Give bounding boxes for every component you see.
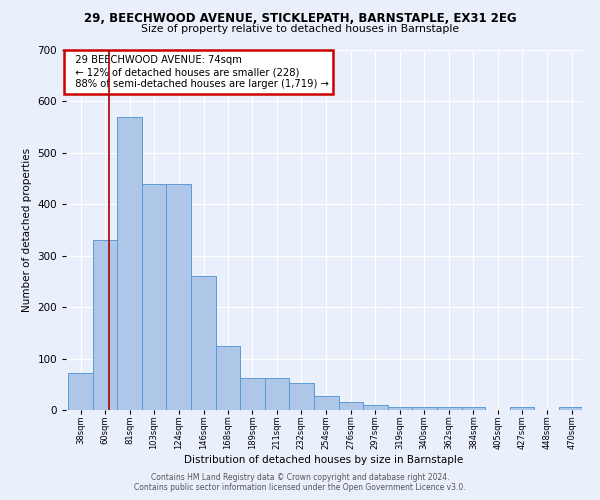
Bar xyxy=(461,407,485,410)
Text: 29, BEECHWOOD AVENUE, STICKLEPATH, BARNSTAPLE, EX31 2EG: 29, BEECHWOOD AVENUE, STICKLEPATH, BARNS… xyxy=(83,12,517,26)
Bar xyxy=(289,384,314,410)
Bar xyxy=(412,407,437,410)
Bar xyxy=(191,276,216,410)
Bar xyxy=(559,407,584,410)
Bar xyxy=(437,407,461,410)
X-axis label: Distribution of detached houses by size in Barnstaple: Distribution of detached houses by size … xyxy=(184,455,464,465)
Bar xyxy=(68,373,93,410)
Bar xyxy=(240,378,265,410)
Y-axis label: Number of detached properties: Number of detached properties xyxy=(22,148,32,312)
Bar xyxy=(216,346,240,410)
Bar xyxy=(362,405,388,410)
Bar xyxy=(265,378,289,410)
Text: Contains HM Land Registry data © Crown copyright and database right 2024.
Contai: Contains HM Land Registry data © Crown c… xyxy=(134,473,466,492)
Bar xyxy=(142,184,166,410)
Bar xyxy=(339,402,362,410)
Bar xyxy=(93,240,117,410)
Text: 29 BEECHWOOD AVENUE: 74sqm
  ← 12% of detached houses are smaller (228)
  88% of: 29 BEECHWOOD AVENUE: 74sqm ← 12% of deta… xyxy=(68,56,328,88)
Bar xyxy=(511,407,534,410)
Bar xyxy=(388,407,412,410)
Text: Size of property relative to detached houses in Barnstaple: Size of property relative to detached ho… xyxy=(141,24,459,34)
Bar xyxy=(166,184,191,410)
Bar xyxy=(117,117,142,410)
Bar xyxy=(314,396,339,410)
